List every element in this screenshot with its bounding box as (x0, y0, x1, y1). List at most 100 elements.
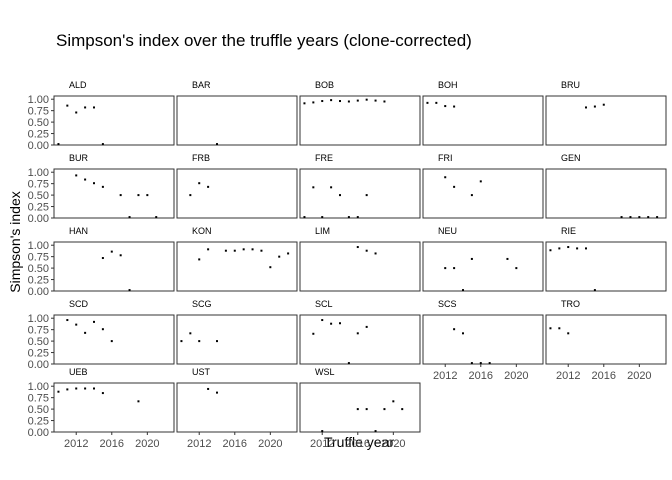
data-point (155, 216, 158, 219)
data-point (462, 332, 464, 335)
facet-label: TRO (561, 299, 580, 309)
y-tick-label: 0.75 (28, 252, 49, 264)
data-point (356, 332, 359, 335)
data-point (347, 362, 350, 365)
facet-panel-kon: KON (176, 226, 298, 292)
facet-panel-lim: LIM (299, 226, 421, 292)
facet-panel-ueb: UEB 0.000.250.500.751.00 2012 2016 2020 (28, 367, 175, 450)
data-point (233, 249, 236, 252)
facet-panel-neu: NEU (422, 226, 544, 292)
facet-panel-ust: UST 2012 2016 2020 (176, 367, 298, 450)
y-tick-label: 1.00 (28, 167, 49, 179)
facet-label: UST (192, 367, 211, 377)
facet-frame (176, 314, 298, 365)
data-point (216, 391, 218, 394)
data-point (224, 249, 227, 252)
data-point (549, 327, 552, 330)
facet-panel-bob: BOB (299, 80, 421, 146)
data-point (57, 390, 60, 393)
data-point (189, 332, 192, 335)
y-tick-label: 0.75 (28, 179, 49, 191)
y-tick-label: 0.25 (28, 275, 49, 287)
y-tick-label: 0.25 (28, 129, 49, 141)
data-point (426, 101, 429, 104)
data-point (356, 216, 359, 219)
data-point (207, 185, 210, 188)
data-point (312, 101, 315, 104)
data-point (392, 400, 395, 403)
facet-panel-fre: FRE (299, 153, 421, 219)
data-point (101, 328, 104, 331)
facet-frame (545, 241, 667, 292)
facet-label: BOH (438, 80, 458, 90)
data-point (251, 248, 254, 251)
facet-frame (299, 168, 421, 219)
data-point (110, 250, 113, 253)
facet-label: FRI (438, 153, 453, 163)
data-point (479, 180, 482, 183)
data-point (576, 247, 579, 250)
y-tick-label: 0.75 (28, 106, 49, 118)
facet-frame (53, 95, 175, 146)
x-tick-label: 2020 (381, 438, 405, 450)
data-point (287, 252, 290, 255)
data-point (470, 257, 473, 260)
facet-label: SCD (69, 299, 89, 309)
data-point (558, 247, 561, 250)
data-point (180, 340, 183, 343)
data-point (66, 319, 69, 322)
x-tick-label: 2020 (135, 438, 159, 450)
facet-label: RIE (561, 226, 576, 236)
data-point (444, 176, 447, 179)
data-point (558, 327, 561, 330)
data-point (374, 430, 377, 433)
facet-panel-boh: BOH (422, 80, 544, 146)
data-point (567, 332, 570, 335)
y-tick-label: 0.50 (28, 117, 49, 129)
data-point (435, 101, 438, 104)
data-point (488, 362, 491, 365)
data-point (365, 194, 368, 197)
x-tick-label: 2012 (187, 438, 211, 450)
data-point (207, 387, 210, 390)
data-point (356, 408, 359, 411)
data-point (383, 408, 386, 411)
facet-frame (545, 95, 667, 146)
facet-frame (545, 314, 667, 365)
x-tick-label: 2012 (556, 370, 580, 382)
x-tick-label: 2016 (223, 438, 247, 450)
data-point (593, 289, 596, 292)
data-point (198, 182, 201, 185)
facet-label: ALD (69, 80, 87, 90)
facet-panel-scg: SCG (176, 299, 298, 365)
data-point (647, 216, 650, 219)
data-point (453, 328, 456, 331)
data-point (84, 178, 87, 181)
data-point (321, 216, 324, 219)
y-tick-label: 0.75 (28, 325, 49, 337)
facet-frame (422, 314, 544, 365)
facet-label: FRE (315, 153, 333, 163)
data-point (312, 332, 315, 335)
facet-panel-tro: TRO 2012 2016 2020 (545, 299, 667, 382)
x-axis-title: Truffle year (324, 434, 394, 450)
data-point (93, 320, 95, 323)
x-tick-label: 2020 (504, 370, 528, 382)
data-point (356, 246, 359, 249)
data-point (365, 249, 368, 252)
data-point (365, 408, 368, 411)
facet-frame (299, 382, 421, 433)
data-point (470, 194, 473, 197)
facet-label: HAN (69, 226, 88, 236)
data-point (453, 105, 456, 108)
data-point (84, 387, 87, 390)
data-point (216, 340, 218, 343)
y-tick-label: 0.50 (28, 404, 49, 416)
data-point (593, 105, 596, 108)
data-point (638, 216, 641, 219)
data-point (479, 362, 482, 365)
data-point (347, 100, 350, 103)
facet-panel-scs: SCS 2012 2016 2020 (422, 299, 544, 382)
x-tick-label: 2012 (64, 438, 88, 450)
data-point (602, 103, 605, 106)
